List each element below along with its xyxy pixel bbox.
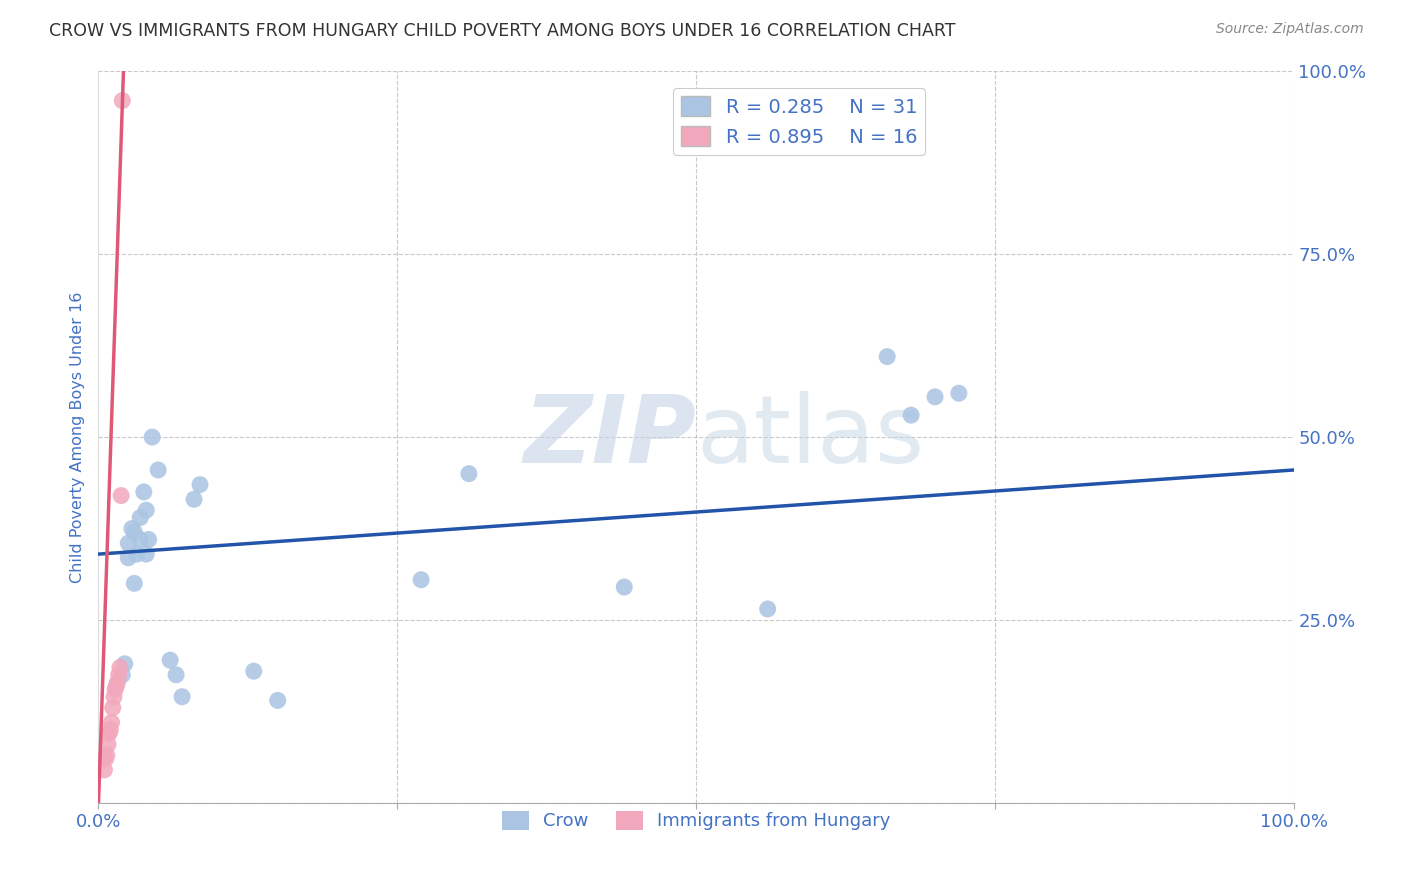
Point <box>124 576 146 591</box>
Text: ZIP: ZIP <box>523 391 696 483</box>
Point <box>97 737 120 751</box>
Point <box>100 715 122 730</box>
Point <box>148 463 170 477</box>
Point <box>117 550 139 565</box>
Point <box>98 726 121 740</box>
Point <box>243 664 266 678</box>
Point <box>107 675 129 690</box>
Text: CROW VS IMMIGRANTS FROM HUNGARY CHILD POVERTY AMONG BOYS UNDER 16 CORRELATION CH: CROW VS IMMIGRANTS FROM HUNGARY CHILD PO… <box>49 22 956 40</box>
Point <box>94 752 117 766</box>
Point <box>110 489 132 503</box>
Point <box>135 547 157 561</box>
Point <box>132 485 155 500</box>
Point <box>129 510 152 524</box>
Point <box>124 525 146 540</box>
Point <box>141 430 163 444</box>
Point <box>93 763 115 777</box>
Text: Source: ZipAtlas.com: Source: ZipAtlas.com <box>1216 22 1364 37</box>
Point <box>458 467 481 481</box>
Point <box>129 533 152 547</box>
Point <box>117 536 139 550</box>
Point <box>111 667 134 681</box>
Point <box>411 573 433 587</box>
Point <box>876 350 898 364</box>
Point <box>114 657 136 671</box>
Point <box>138 533 160 547</box>
Point <box>924 390 946 404</box>
Point <box>900 408 922 422</box>
Point <box>111 94 134 108</box>
Point <box>948 386 970 401</box>
Point <box>135 503 157 517</box>
Point <box>98 723 122 737</box>
Point <box>159 653 181 667</box>
Point <box>101 700 124 714</box>
Point <box>108 660 131 674</box>
Point <box>188 477 211 491</box>
Y-axis label: Child Poverty Among Boys Under 16: Child Poverty Among Boys Under 16 <box>70 292 86 582</box>
Point <box>172 690 194 704</box>
Legend: Crow, Immigrants from Hungary: Crow, Immigrants from Hungary <box>495 804 897 838</box>
Point <box>105 679 128 693</box>
Point <box>756 602 779 616</box>
Point <box>613 580 636 594</box>
Point <box>165 667 187 681</box>
Point <box>121 521 143 535</box>
Point <box>103 690 125 704</box>
Point <box>267 693 290 707</box>
Point <box>96 748 118 763</box>
Point <box>104 682 127 697</box>
Point <box>107 667 129 681</box>
Text: atlas: atlas <box>696 391 924 483</box>
Point <box>183 492 205 507</box>
Point <box>125 547 148 561</box>
